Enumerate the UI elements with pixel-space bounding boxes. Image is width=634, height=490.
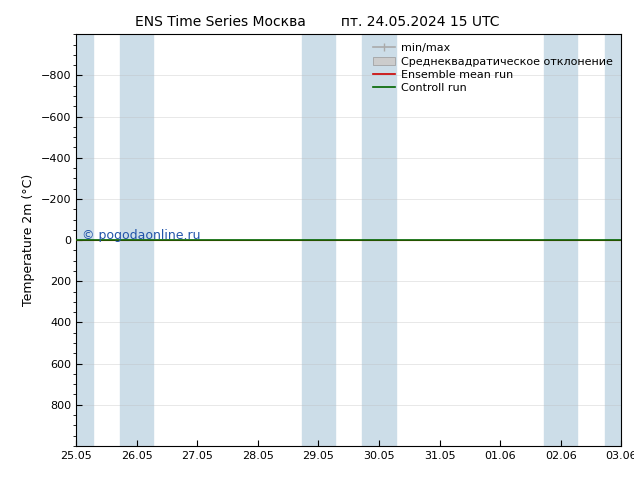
Text: © pogodaonline.ru: © pogodaonline.ru <box>82 229 200 243</box>
Y-axis label: Temperature 2m (°C): Temperature 2m (°C) <box>22 174 35 306</box>
Bar <box>302 34 335 446</box>
Text: ENS Time Series Москва        пт. 24.05.2024 15 UTC: ENS Time Series Москва пт. 24.05.2024 15… <box>135 15 499 29</box>
Bar <box>544 34 578 446</box>
Bar <box>60 34 93 446</box>
Bar <box>605 34 634 446</box>
Bar <box>120 34 153 446</box>
Legend: min/max, Среднеквадратическое отклонение, Ensemble mean run, Controll run: min/max, Среднеквадратическое отклонение… <box>370 40 616 97</box>
Bar <box>362 34 396 446</box>
